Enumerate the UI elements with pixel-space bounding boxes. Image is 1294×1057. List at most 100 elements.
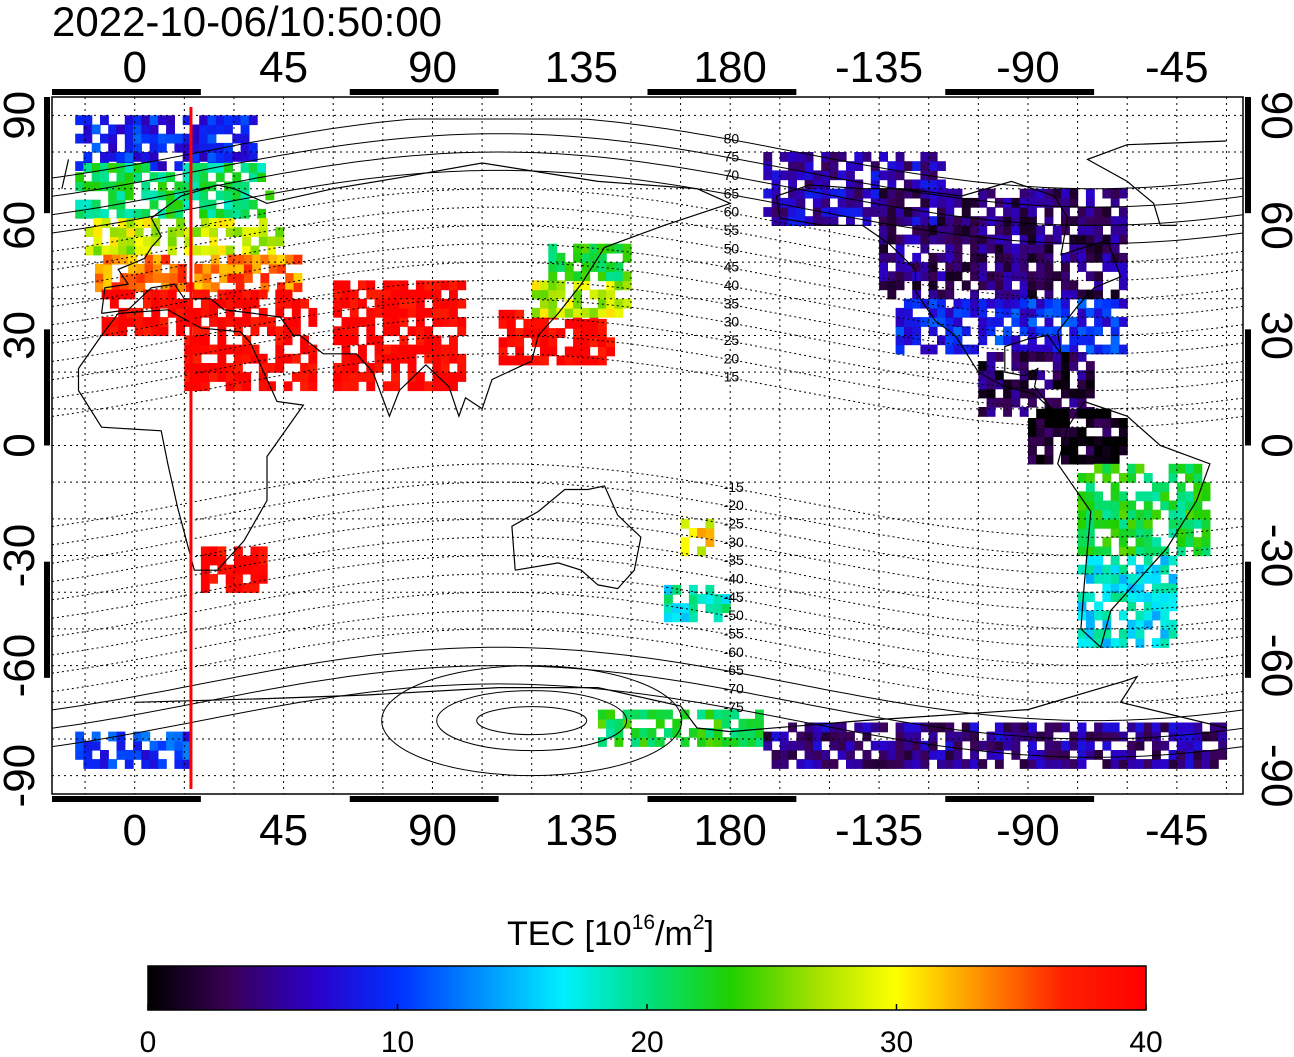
tec-cell <box>903 207 913 217</box>
tec-cell <box>540 337 549 348</box>
tec-cell <box>1143 491 1153 502</box>
tec-cell <box>192 344 202 355</box>
tec-cell <box>837 170 847 181</box>
tec-cell <box>755 737 764 747</box>
tec-cell <box>1044 280 1054 291</box>
tec-cell <box>622 718 632 729</box>
tec-cell <box>821 750 831 760</box>
tec-cell <box>91 142 101 153</box>
tec-cell <box>581 262 591 272</box>
tec-cell <box>232 115 242 126</box>
tec-cell <box>1011 197 1021 208</box>
tec-cell <box>432 307 442 318</box>
tec-cell <box>920 271 930 282</box>
tec-cell <box>1127 573 1137 584</box>
tec-cell <box>374 353 384 364</box>
tec-cell <box>655 737 665 747</box>
tec-cell <box>895 335 905 346</box>
tec-cell <box>1118 418 1128 428</box>
tec-cell <box>523 318 533 329</box>
tec-cell <box>1044 307 1054 318</box>
tec-cell <box>1085 326 1095 337</box>
tec-cell <box>912 161 922 171</box>
tec-cell <box>870 179 880 190</box>
tec-cell <box>1143 619 1153 630</box>
tec-cell <box>349 317 359 327</box>
tec-cell <box>242 583 252 593</box>
tec-cell <box>994 298 1004 309</box>
tec-cell <box>157 740 167 751</box>
tec-cell <box>862 152 872 162</box>
tec-cell <box>1011 243 1021 254</box>
tec-cell <box>581 346 591 357</box>
frame-bar-segment <box>945 89 1095 95</box>
tec-cell <box>606 271 615 282</box>
tec-cell <box>157 115 167 126</box>
tec-cell <box>581 337 591 348</box>
tec-region <box>978 352 1095 417</box>
tec-cell <box>986 397 996 408</box>
tec-cell <box>124 208 134 219</box>
tec-cell <box>184 372 194 382</box>
tec-cell <box>1193 518 1203 529</box>
tec-cell <box>1061 271 1070 282</box>
tec-cell <box>887 161 897 171</box>
tec-cell <box>1069 388 1079 399</box>
tec-cell <box>124 759 134 769</box>
magnetic-latitude-line <box>51 573 1244 648</box>
tec-cell <box>978 759 988 769</box>
magnetic-latitude-label: -30 <box>724 534 744 550</box>
tec-cell <box>680 603 690 613</box>
tec-cell <box>300 372 309 382</box>
tec-cell <box>151 289 161 300</box>
tec-cell <box>506 318 516 329</box>
tec-cell <box>1110 463 1120 474</box>
tec-cell <box>1044 216 1054 226</box>
tec-cell <box>192 227 202 237</box>
tec-cell <box>174 731 184 742</box>
colorbar-tick-label: 20 <box>630 1026 663 1057</box>
tec-cell <box>854 179 864 190</box>
tec-cell <box>970 262 979 272</box>
tec-cell <box>440 381 450 392</box>
tec-cell <box>1193 500 1203 511</box>
tec-cell <box>953 271 963 282</box>
tec-cell <box>1085 610 1095 621</box>
tec-cell <box>540 289 549 300</box>
tec-cell <box>961 207 971 217</box>
tec-cell <box>1094 509 1103 520</box>
tec-cell <box>118 236 128 247</box>
tec-cell <box>83 163 93 173</box>
tec-cell <box>1044 722 1054 733</box>
tec-cell <box>166 740 175 751</box>
tec-cell <box>333 326 343 337</box>
tec-cell <box>75 161 85 171</box>
tec-cell <box>937 179 946 190</box>
tec-cell <box>779 740 789 751</box>
tec-cell <box>903 731 913 742</box>
tec-cell <box>895 722 905 733</box>
magnetic-pole-contour <box>476 706 588 736</box>
tec-cell <box>250 555 260 566</box>
tec-cell <box>1102 722 1112 733</box>
tec-cell <box>705 584 715 595</box>
tec-cell <box>141 124 151 135</box>
tec-cell <box>1201 491 1211 502</box>
tec-cell <box>83 750 93 760</box>
tec-cell <box>1044 408 1054 419</box>
tec-cell <box>1110 722 1120 733</box>
tec-cell <box>903 179 913 190</box>
tec-cell <box>788 197 797 208</box>
tec-cell <box>141 133 151 144</box>
tec-cell <box>837 750 847 760</box>
tec-cell <box>174 181 184 192</box>
tec-cell <box>573 337 582 348</box>
tec-cell <box>252 254 262 265</box>
tec-cell <box>1036 225 1046 236</box>
tec-cell <box>788 722 797 733</box>
tec-cell <box>1077 537 1087 547</box>
tec-cell <box>149 199 159 210</box>
tec-cell <box>1019 252 1029 263</box>
tec-cell <box>846 161 855 171</box>
tec-cell <box>169 282 179 293</box>
